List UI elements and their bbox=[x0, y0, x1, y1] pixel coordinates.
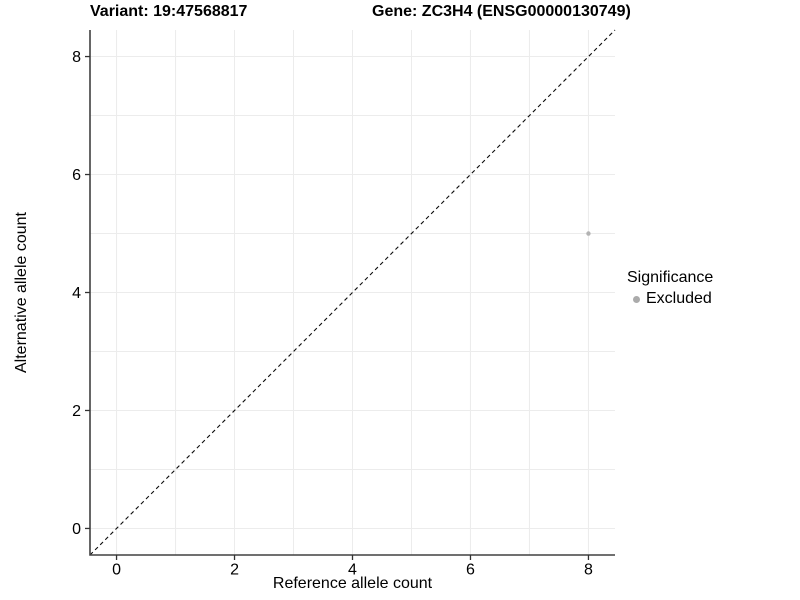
plot-title-variant: Variant: 19:47568817 bbox=[90, 3, 248, 20]
x-axis-label: Reference allele count bbox=[272, 575, 433, 592]
legend: Significance Excluded bbox=[627, 269, 713, 308]
legend-item: Excluded bbox=[627, 290, 713, 308]
svg-text:6: 6 bbox=[466, 562, 475, 579]
svg-text:0: 0 bbox=[72, 521, 81, 538]
svg-text:0: 0 bbox=[112, 562, 121, 579]
legend-item-label: Excluded bbox=[646, 290, 712, 307]
svg-text:8: 8 bbox=[72, 49, 81, 66]
plot-title-gene: Gene: ZC3H4 (ENSG00000130749) bbox=[372, 3, 631, 20]
svg-text:4: 4 bbox=[72, 285, 81, 302]
svg-text:4: 4 bbox=[348, 562, 357, 579]
svg-text:2: 2 bbox=[230, 562, 239, 579]
svg-text:8: 8 bbox=[584, 562, 593, 579]
svg-text:6: 6 bbox=[72, 167, 81, 184]
svg-text:2: 2 bbox=[72, 403, 81, 420]
legend-title: Significance bbox=[627, 269, 714, 286]
legend-point-swatch-icon bbox=[633, 296, 640, 303]
